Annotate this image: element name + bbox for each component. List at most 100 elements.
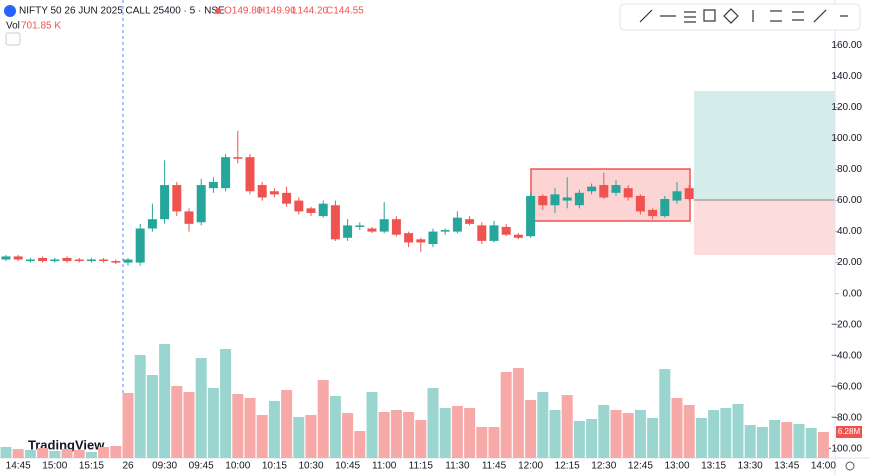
x-tick-label: 14:00 (811, 461, 836, 472)
volume-bar (476, 426, 488, 458)
x-tick-label: 12:15 (555, 461, 580, 472)
volume-bar (695, 417, 707, 458)
volume-bar (305, 415, 317, 458)
vol-value: 701.85 K (21, 21, 61, 32)
y-tick-label: 60.00 (837, 195, 862, 206)
collapse-button[interactable] (5, 32, 21, 46)
x-tick-label: 11:30 (445, 461, 470, 472)
y-tick-label: 100.00 (831, 133, 862, 144)
volume-bar (110, 445, 122, 458)
x-tick-label: 11:45 (482, 461, 507, 472)
y-tick-label: 20.00 (837, 257, 862, 268)
x-tick-label: 13:30 (738, 461, 763, 472)
candle-body (13, 256, 23, 260)
volume-bar (512, 367, 524, 458)
candle-body (489, 225, 499, 241)
volume-bar (366, 391, 378, 458)
volume-bar (793, 424, 805, 458)
volume-bar (769, 419, 781, 458)
volume-bar (708, 410, 720, 458)
candle-body (99, 259, 109, 262)
x-tick-label: 11:15 (409, 461, 434, 472)
volume-bar (464, 407, 476, 458)
volume-bar (378, 411, 390, 458)
volume-bar (232, 393, 244, 458)
candle-body (306, 208, 316, 213)
tool-rectangle[interactable] (703, 9, 716, 22)
settings-icon[interactable] (845, 461, 855, 471)
tool-brush[interactable] (813, 9, 827, 23)
volume-bar (622, 412, 634, 458)
volume-bar (49, 451, 61, 458)
volume-bar (293, 417, 305, 458)
volume-bar (0, 446, 12, 458)
candle-body (428, 231, 438, 244)
tool-trend-line[interactable] (639, 9, 653, 23)
volume-bar (183, 391, 195, 458)
volume-bar (24, 450, 36, 458)
volume-bar (171, 385, 183, 458)
symbol: NIFTY 50 26 JUN 2025 CALL 25400 · 5 · NS… (19, 6, 225, 17)
volume-bar (427, 387, 439, 458)
x-tick-label: 10:15 (262, 461, 287, 472)
volume-bar (756, 426, 768, 458)
x-tick-label: 26 (122, 461, 134, 472)
candle-body (147, 219, 157, 229)
candle-body (452, 217, 462, 232)
y-tick-label: 0.00 (843, 288, 863, 299)
volume-bar (732, 404, 744, 458)
tool-diamond[interactable] (723, 8, 739, 24)
candle-body (269, 191, 279, 195)
volume-bar (720, 407, 732, 458)
volume-bar (598, 404, 610, 458)
candle-body (86, 259, 96, 262)
volume-bar (647, 417, 659, 458)
candle-body (587, 186, 597, 192)
candle-body (62, 257, 72, 262)
volume-bar (37, 447, 49, 458)
y-tick-label: 120.00 (831, 102, 862, 113)
volume-bar (610, 410, 622, 458)
volume-bar (342, 412, 354, 458)
volume-label-box (836, 425, 862, 438)
candle-body (25, 259, 35, 262)
volume-bar (671, 397, 683, 458)
candle-body (111, 261, 121, 263)
volume-bar (281, 390, 293, 458)
candle-body (208, 181, 218, 189)
candle-body (330, 205, 340, 240)
candle-body (135, 228, 145, 263)
candle-body (367, 228, 377, 232)
candle-body (538, 195, 548, 206)
x-tick-label: 10:45 (335, 461, 360, 472)
y-tick-label: 80.00 (837, 164, 862, 175)
candle-body (477, 225, 487, 241)
candle-body (416, 239, 426, 243)
volume-bar (268, 400, 280, 458)
volume-bar (12, 449, 24, 458)
volume-bar (207, 387, 219, 458)
candle-body (660, 199, 670, 217)
x-tick-label: 10:00 (225, 461, 250, 472)
candle-body (38, 257, 48, 262)
y-tick-label: −40.00 (831, 350, 862, 361)
x-tick-label: 09:45 (189, 461, 214, 472)
x-tick-label: 15:15 (79, 461, 104, 472)
candle-body (123, 259, 133, 263)
candle-body (550, 194, 560, 206)
volume-bar (134, 355, 146, 458)
candle-body (635, 195, 645, 212)
candle-body (672, 191, 682, 201)
volume-bar (573, 420, 585, 458)
long-stop-zone[interactable] (694, 200, 835, 255)
x-tick-label: 15:00 (42, 461, 67, 472)
long-target-zone[interactable] (694, 91, 835, 200)
y-tick-label: −100.00 (826, 443, 863, 454)
volume-bar (244, 397, 256, 458)
volume-last-label: 6.28M (838, 427, 861, 436)
candle-body (294, 200, 304, 212)
volume-bar (744, 424, 756, 458)
candle-body (318, 203, 328, 217)
status-dot (215, 8, 221, 14)
